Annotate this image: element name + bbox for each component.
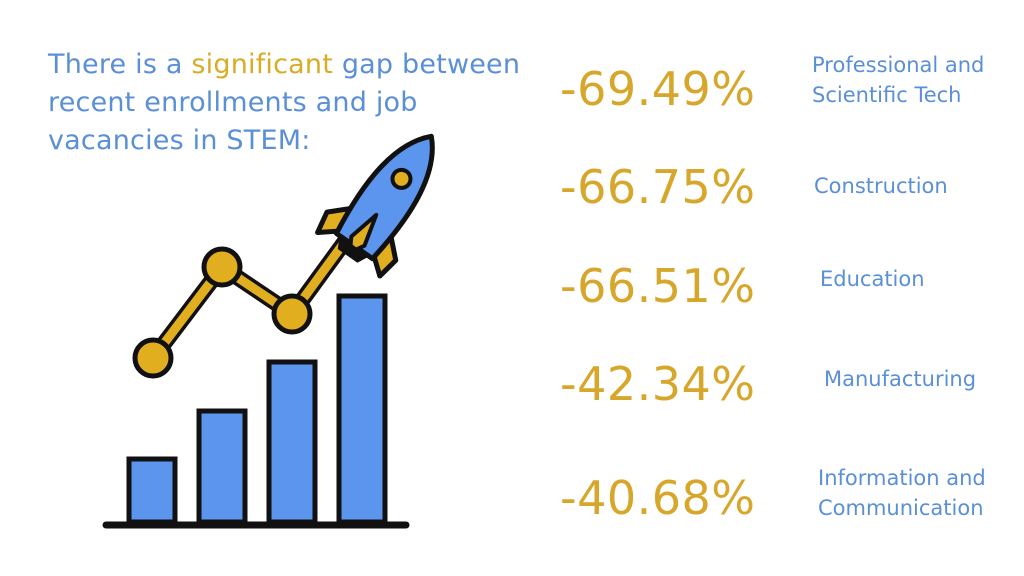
stat-label-information: Information and Communication [818, 466, 986, 520]
stat-label-construction: Construction [814, 174, 948, 198]
illustration-bar [126, 456, 178, 525]
headline: There is a significant gap between recen… [48, 46, 528, 160]
trend-node [271, 293, 313, 335]
stat-value-manufacturing: -42.34% [560, 357, 756, 411]
illustration-bar [196, 408, 248, 525]
headline-before: There is a [48, 49, 192, 80]
trend-node [132, 337, 174, 379]
stat-label-professional: Professional and Scientific Tech [812, 53, 985, 107]
stat-label-education: Education [820, 267, 925, 291]
headline-highlight: significant [191, 49, 334, 80]
illustration-bar [336, 293, 388, 525]
stat-value-information: -40.68% [560, 471, 756, 525]
trend-node [201, 246, 243, 288]
stat-value-education: -66.51% [560, 259, 756, 313]
growth-rocket-illustration [102, 133, 435, 529]
stat-value-construction: -66.75% [560, 160, 756, 214]
stat-value-professional: -69.49% [560, 62, 756, 116]
line-trend-icon [132, 221, 362, 379]
headline-after: gap between recent enrollments and job v… [48, 49, 521, 156]
bar-chart-icon [126, 293, 388, 525]
stat-label-manufacturing: Manufacturing [824, 367, 977, 391]
illustration-bar [266, 359, 318, 525]
rocket-icon [315, 133, 435, 279]
